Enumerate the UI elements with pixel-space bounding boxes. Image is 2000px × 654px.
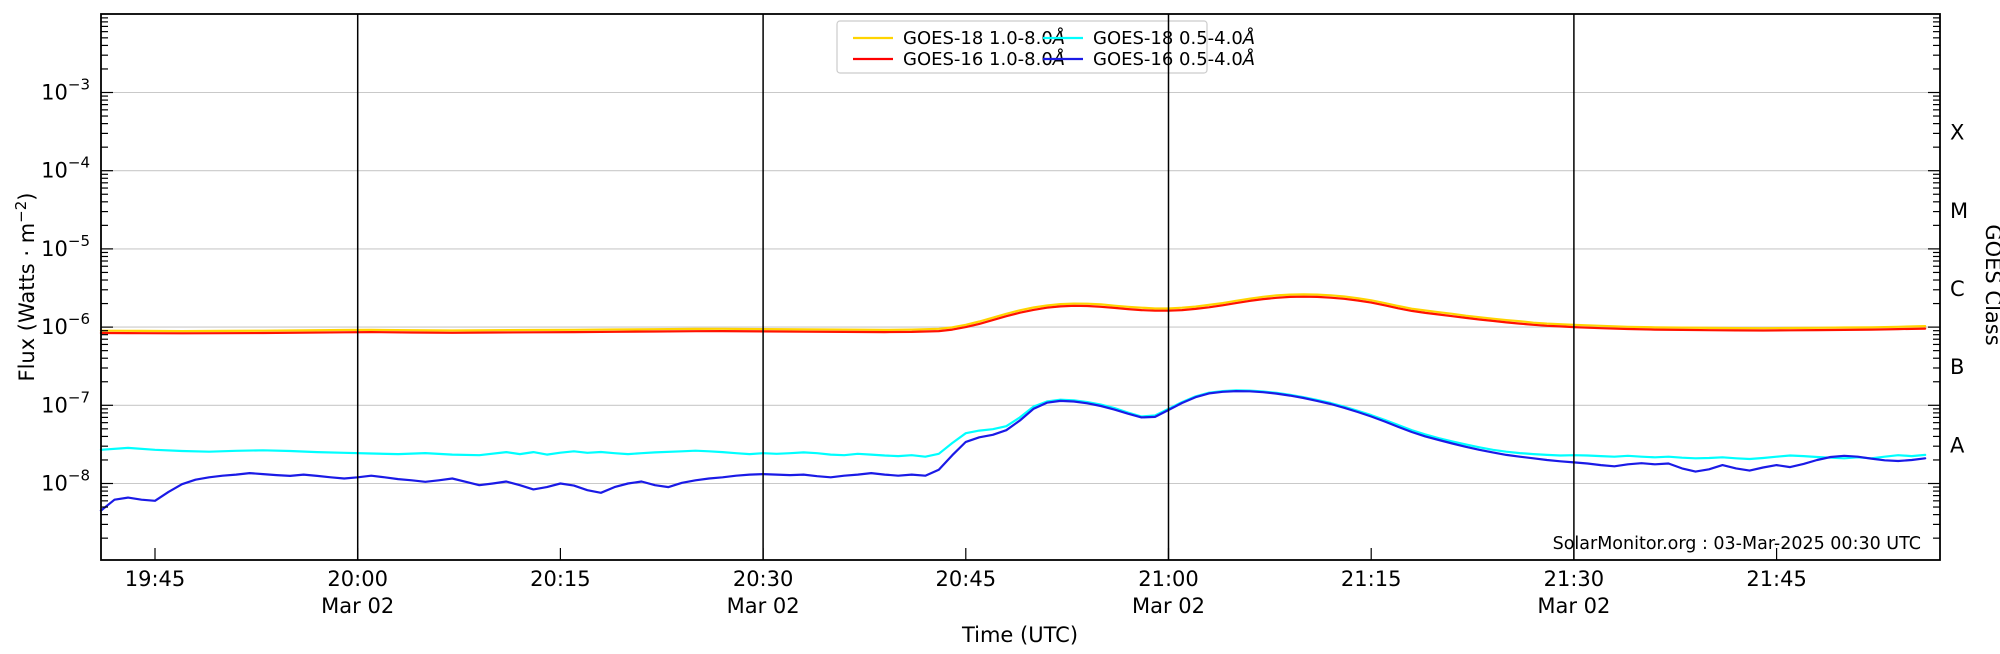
x-tick-label: 21:15 [1341,567,1402,591]
goes-class-label: A [1950,433,1965,457]
goes-class-letters: X M C B A [1950,121,1968,458]
series-goes-16-0-5-4-0- [99,390,1927,512]
x-tick-label: 20:15 [530,567,591,591]
x-tick-label: 21:00 [1138,567,1199,591]
y-tick-label: 10−3 [41,76,90,105]
x-tick-label: 20:00 [327,567,388,591]
y-tick-label: 10−7 [41,388,90,417]
legend-label: GOES-16 0.5-4.0Å [1093,48,1255,70]
y-tick-label: 10−5 [41,232,90,261]
series-goes-18-0-5-4-0- [99,389,1927,461]
y-axis-title: Flux (Watts · m−2) [12,192,39,381]
x-tick-date-label: Mar 02 [1132,594,1205,618]
series-goes-16-1-0-8-0- [99,295,1927,335]
y-tick-label: 10−4 [41,154,90,183]
goes-class-label: M [1950,199,1968,223]
legend-label: GOES-18 1.0-8.0Å [903,27,1065,49]
goes-class-label: X [1950,121,1964,145]
legend-box [836,20,1208,74]
x-tick-labels: 19:45 20:00 Mar 02 20:15 20:30 Mar 02 20:45 21:… [125,567,1807,618]
series-goes-18-1-0-8-0- [99,293,1927,333]
flux-curves [99,293,1927,512]
y-tick-label: 10−8 [41,467,90,496]
x-tick-label: 19:45 [125,567,186,591]
plot-border [100,13,1941,561]
y-tick-labels: 10−3 10−4 10−5 10−6 10−7 10−8 [41,76,90,496]
x-tick-label: 21:30 [1544,567,1605,591]
x-tick-label: 20:30 [733,567,794,591]
x-tick-date-label: Mar 02 [727,594,800,618]
legend-label: GOES-18 0.5-4.0Å [1093,27,1255,49]
x-tick-date-label: Mar 02 [321,594,394,618]
x-tick-date-label: Mar 02 [1537,594,1610,618]
x-axis-title: Time (UTC) [961,623,1078,647]
horizontal-gridlines [101,91,1940,485]
goes-class-label: B [1950,355,1964,379]
halfhour-datelines [356,14,1575,560]
y-tick-label: 10−6 [41,310,90,339]
x-tick-label: 21:45 [1746,567,1807,591]
legend-label: GOES-16 1.0-8.0Å [903,48,1065,70]
attribution: SolarMonitor.org : 03-Mar-2025 00:30 UTC [1553,534,1921,554]
axis-ticks [101,17,1940,560]
goes-class-label: C [1950,277,1965,301]
x-tick-label: 20:45 [936,567,997,591]
y2-axis-title: GOES Class [1981,224,2000,345]
